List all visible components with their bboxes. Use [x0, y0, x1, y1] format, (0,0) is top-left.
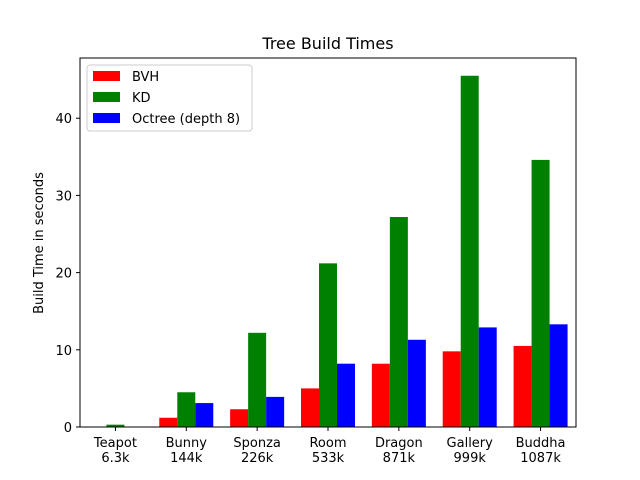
x-tick-label: Buddha 1087k — [516, 436, 566, 466]
y-tick-label: 40 — [55, 112, 72, 127]
y-ticks-group: 0 10 20 30 40 — [55, 112, 80, 436]
bar-bvh-buddha — [513, 345, 532, 427]
bar-octree-depth-8--buddha — [549, 324, 568, 427]
legend: BVH KD Octree (depth 8) — [86, 64, 253, 132]
plot-frame — [79, 57, 577, 428]
bar-kd-buddha — [531, 159, 550, 427]
y-tick-label: 20 — [55, 267, 72, 282]
x-tick-label: Sponza 226k — [233, 436, 281, 466]
bar-bvh-gallery — [442, 351, 461, 427]
x-tick-label-line: 226k — [241, 451, 274, 466]
x-tick-label-line: 144k — [170, 451, 203, 466]
bar-kd-sponza — [248, 332, 267, 427]
bar-octree-depth-8--dragon — [407, 339, 426, 427]
x-tick-label-line: 6.3k — [101, 451, 130, 466]
y-axis-label: Build Time in seconds — [32, 172, 47, 314]
bar-kd-bunny — [177, 392, 196, 427]
bar-kd-dragon — [389, 217, 408, 427]
bar-kd-room — [319, 263, 337, 427]
x-tick-label-line: 871k — [383, 451, 416, 466]
x-tick-label: Bunny 144k — [166, 436, 208, 466]
x-tick-label: Room 533k — [309, 436, 346, 466]
legend-swatch — [93, 113, 120, 123]
x-tick-label-line: Gallery — [447, 436, 494, 451]
x-tick-label-line: Teapot — [93, 436, 137, 451]
bar-bvh-sponza — [230, 409, 249, 427]
x-tick-label-line: Room — [309, 436, 346, 451]
bar-octree-depth-8--room — [337, 363, 355, 427]
bar-kd-gallery — [460, 75, 479, 427]
x-tick-label: Teapot 6.3k — [93, 436, 137, 466]
bar-bvh-bunny — [159, 417, 178, 427]
bar-octree-depth-8--gallery — [478, 327, 497, 427]
legend-label: KD — [132, 91, 151, 106]
x-tick-label-line: Sponza — [233, 436, 281, 451]
legend-label: Octree (depth 8) — [132, 112, 240, 127]
bar-kd-teapot — [106, 424, 125, 427]
y-tick-label: 10 — [55, 344, 72, 359]
bar-octree-depth-8--sponza — [266, 396, 285, 427]
legend-label: BVH — [132, 70, 159, 85]
x-ticks-group: Teapot 6.3k Bunny 144k Sponza 226k Room 533k Dra… — [93, 427, 566, 466]
bar-bvh-room — [301, 388, 319, 427]
y-tick-label: 0 — [64, 421, 72, 436]
bar-bvh-dragon — [371, 363, 390, 427]
x-tick-label-line: Dragon — [375, 436, 423, 451]
x-tick-label: Dragon 871k — [375, 436, 423, 466]
x-tick-label-line: 533k — [312, 451, 345, 466]
legend-swatch — [93, 92, 120, 102]
x-tick-label: Gallery 999k — [447, 436, 494, 466]
legend-swatch — [93, 71, 120, 81]
bars-group — [88, 75, 568, 427]
y-tick-label: 30 — [55, 189, 72, 204]
chart-title: Tree Build Times — [261, 34, 393, 53]
x-tick-label-line: 1087k — [520, 451, 561, 466]
legend-box — [86, 64, 253, 132]
bar-octree-depth-8--bunny — [195, 403, 214, 427]
x-tick-label-line: 999k — [454, 451, 487, 466]
x-tick-label-line: Bunny — [166, 436, 208, 451]
x-tick-label-line: Buddha — [516, 436, 566, 451]
